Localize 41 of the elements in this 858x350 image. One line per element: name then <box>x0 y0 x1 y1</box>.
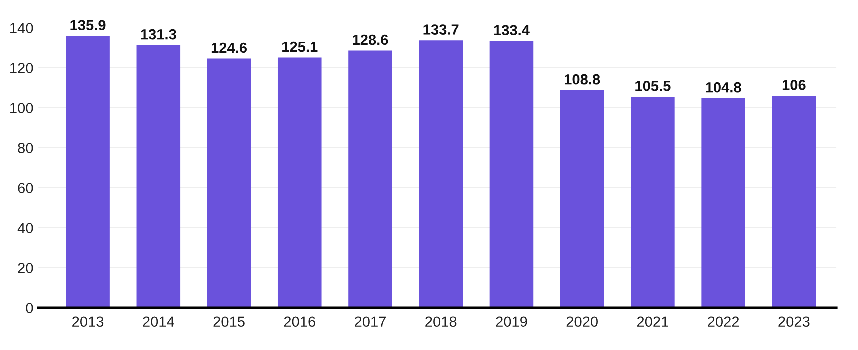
bar <box>631 97 675 308</box>
x-tick-label: 2020 <box>566 316 598 328</box>
x-tick-label: 2023 <box>778 316 810 328</box>
bar <box>278 58 322 308</box>
x-tick-label: 2014 <box>143 316 174 328</box>
bar <box>702 98 746 308</box>
y-tick-label: 140 <box>10 23 34 34</box>
data-label: 131.3 <box>141 29 176 40</box>
x-tick-label: 2019 <box>496 316 528 328</box>
y-tick-label: 40 <box>18 223 34 234</box>
data-label: 108.8 <box>565 74 600 85</box>
x-tick-label: 2022 <box>708 316 740 328</box>
bar <box>560 90 604 308</box>
x-tick-label: 2013 <box>72 316 104 328</box>
data-label: 104.8 <box>706 82 742 93</box>
y-tick-label: 120 <box>10 63 34 74</box>
data-label: 124.6 <box>212 42 247 54</box>
bar <box>772 96 816 308</box>
x-tick-label: 2016 <box>284 316 316 328</box>
y-tick-label: 0 <box>26 303 34 314</box>
bar <box>490 41 534 308</box>
y-tick-label: 20 <box>18 263 34 274</box>
bar <box>419 40 463 308</box>
data-label: 135.9 <box>70 20 106 31</box>
data-label: 133.7 <box>424 24 459 35</box>
x-tick-label: 2015 <box>214 316 245 328</box>
y-tick-label: 60 <box>18 183 34 194</box>
bar <box>348 50 392 308</box>
data-label: 105.5 <box>636 81 671 92</box>
x-tick-label: 2017 <box>355 316 386 328</box>
x-tick-label: 2021 <box>637 316 668 328</box>
bar <box>207 58 252 308</box>
data-label: 128.6 <box>353 34 388 46</box>
bar <box>136 45 181 308</box>
y-tick-label: 80 <box>18 143 34 154</box>
data-label: 125.1 <box>282 42 318 52</box>
y-tick-label: 100 <box>10 103 34 114</box>
x-tick-label: 2018 <box>426 316 457 328</box>
bar <box>66 36 110 308</box>
data-label: 133.4 <box>494 25 530 36</box>
data-label: 106 <box>782 80 806 90</box>
